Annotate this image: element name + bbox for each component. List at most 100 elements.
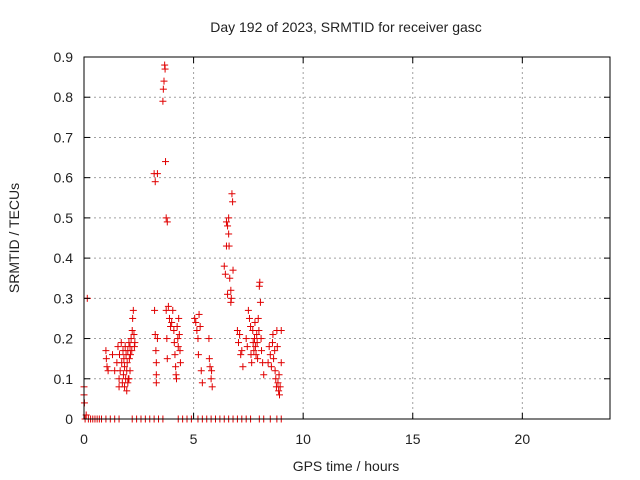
data-point [176,347,184,355]
data-point [152,371,160,379]
y-tick-label: 0.8 [54,89,74,105]
data-point [247,322,255,330]
data-point [125,339,133,347]
data-point [221,270,229,278]
data-point [174,335,182,343]
data-point [163,335,171,343]
data-point [196,322,204,330]
data-point [121,383,129,391]
data-point [159,97,167,105]
data-point [117,339,125,347]
data-point [162,214,170,222]
data-point [225,214,233,222]
data-point [264,359,272,367]
data-point [253,331,261,339]
data-point [251,343,259,351]
data-point [270,355,278,363]
data-point [244,306,252,314]
data-point [194,335,202,343]
data-point [220,262,228,270]
data-point [255,327,263,335]
data-point [171,351,179,359]
grid-layer [84,57,610,419]
data-point [104,367,112,375]
data-point [271,367,279,375]
data-point [268,339,276,347]
data-point [159,85,167,93]
x-axis-title: GPS time / hours [293,458,400,474]
data-point [236,331,244,339]
data-point [126,351,134,359]
data-point [205,355,213,363]
data-point [129,314,137,322]
data-point [123,387,131,395]
data-point [162,158,170,166]
y-tick-label: 0.6 [54,170,74,186]
data-point [269,331,277,339]
data-point [152,359,160,367]
data-point [239,363,247,371]
y-tick-label: 0.9 [54,49,74,65]
data-point [265,343,273,351]
data-point [245,314,253,322]
data-point [163,355,171,363]
x-tick-label: 15 [405,431,421,447]
data-point [170,327,178,335]
data-point [108,351,116,359]
data-point [194,351,202,359]
data-point [153,170,161,178]
x-tick-labels: 0 5 10 15 20 [80,431,530,447]
data-point [228,190,236,198]
data-point [275,387,283,395]
data-point [271,347,279,355]
data-point [128,347,136,355]
data-point [102,355,110,363]
data-point [205,335,213,343]
x-tick-label: 0 [80,431,88,447]
data-point [172,363,180,371]
data-point [131,339,139,347]
data-point [276,383,284,391]
data-point [165,314,173,322]
data-point [243,343,251,351]
data-point [116,367,124,375]
data-point [121,363,129,371]
data-point [125,375,133,383]
data-point [191,314,199,322]
data-point [128,327,136,335]
data-point [273,343,281,351]
data-point [129,306,137,314]
data-point [152,379,160,387]
data-point [224,222,232,230]
data-point [229,266,237,274]
data-point [115,375,123,383]
data-point [275,371,283,379]
data-point [248,359,256,367]
data-point [168,318,176,326]
data-point [207,375,215,383]
data-point [103,363,111,371]
y-axis-title: SRMTID / TECUs [6,183,22,293]
data-point [127,335,135,343]
y-tick-label: 0.5 [54,210,74,226]
data-point [124,379,132,387]
data-point [114,343,122,351]
data-point [162,306,170,314]
data-point [225,242,233,250]
data-point [174,343,182,351]
data-point [195,310,203,318]
data-point [251,335,259,343]
data-point [206,363,214,371]
data-point [224,290,232,298]
data-point [252,351,260,359]
data-point [126,367,134,375]
data-point [153,335,161,343]
data-point [249,327,257,335]
data-point [233,327,241,335]
data-point [237,351,245,359]
data-point [257,335,265,343]
data-point [152,347,160,355]
data-point [272,375,280,383]
plot-frame [83,56,611,420]
